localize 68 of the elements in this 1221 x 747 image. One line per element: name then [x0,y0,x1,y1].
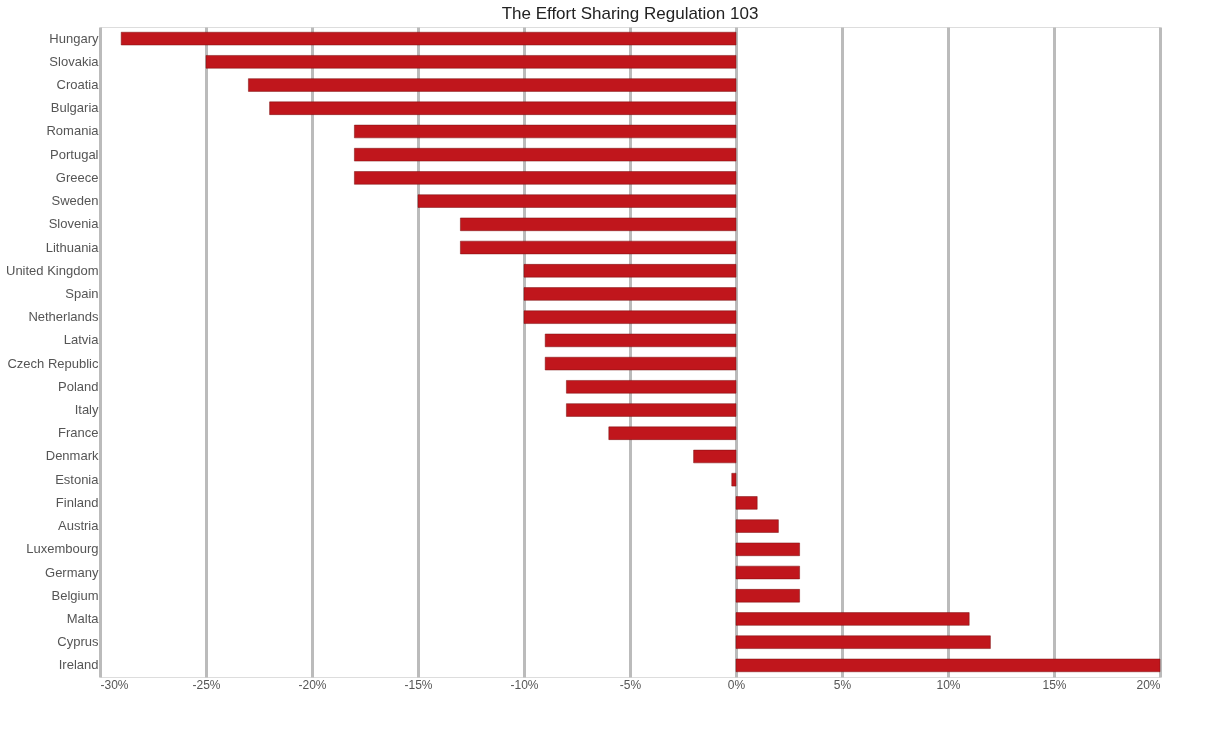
bar [248,78,737,92]
bar [354,124,737,139]
x-tick-label: -30% [100,677,129,692]
y-tick-label: Bulgaria [50,100,100,116]
x-tick-label: 15% [1042,677,1067,692]
bar [735,658,1161,673]
x-tick-label: 5% [833,677,852,692]
x-tick-label: -20% [298,677,327,692]
bar [735,635,991,649]
y-tick-label: Finland [55,494,99,510]
bar [731,473,737,487]
x-tick-label: -5% [619,677,642,692]
y-tick-label: Slovakia [49,53,100,69]
y-tick-label: Portugal [50,146,99,162]
y-tick-label: Germany [45,564,99,580]
y-tick-label: Czech Republic [7,355,99,371]
y-tick-label: Croatia [56,77,100,93]
y-tick-label: Ireland [58,657,99,673]
bar [523,264,737,278]
y-tick-label: Cyprus [57,634,99,650]
bar [460,217,737,231]
bar [460,240,737,255]
y-tick-label: Denmark [45,448,99,464]
bar [354,148,737,162]
bar [544,333,737,348]
bar [735,496,758,510]
chart-title: The Effort Sharing Regulation 103 [501,4,759,23]
y-tick-label: Poland [58,378,99,394]
y-tick-label: Netherlands [28,309,99,325]
y-tick-label: Spain [65,285,99,301]
y-tick-label: Malta [66,610,100,626]
y-tick-label: Latvia [63,332,100,348]
bar [566,380,737,394]
bar [735,612,970,626]
bar [693,449,737,464]
bar [354,171,737,185]
bar [735,519,779,533]
x-tick-label: 20% [1136,677,1161,692]
y-tick-label: Luxembourg [26,541,99,557]
bar [544,356,737,371]
y-tick-label: Estonia [55,471,100,487]
y-tick-label: Hungary [49,30,99,46]
y-tick-label: United Kingdom [6,262,99,278]
bar [735,565,800,580]
x-tick-label: 10% [936,677,961,692]
x-tick-label: 0% [727,677,746,692]
y-tick-label: Slovenia [48,216,100,232]
y-tick-label: France [58,425,99,441]
y-tick-label: Greece [55,169,99,185]
bar [205,55,737,69]
bar [735,589,800,603]
x-tick-label: -25% [192,677,221,692]
y-tick-label: Lithuania [45,239,100,255]
x-tick-label: -15% [404,677,433,692]
x-tick-label: -10% [510,677,539,692]
bar [735,542,800,556]
y-tick-label: Belgium [51,587,99,603]
bar [566,403,737,417]
bar [523,287,737,301]
bar [120,31,737,46]
y-tick-label: Sweden [51,193,99,209]
bar [523,310,737,324]
y-tick-label: Romania [46,123,100,139]
bar [269,101,737,115]
y-tick-label: Italy [74,402,99,418]
y-tick-label: Austria [58,518,100,534]
bar [608,426,737,440]
bar [417,194,737,208]
